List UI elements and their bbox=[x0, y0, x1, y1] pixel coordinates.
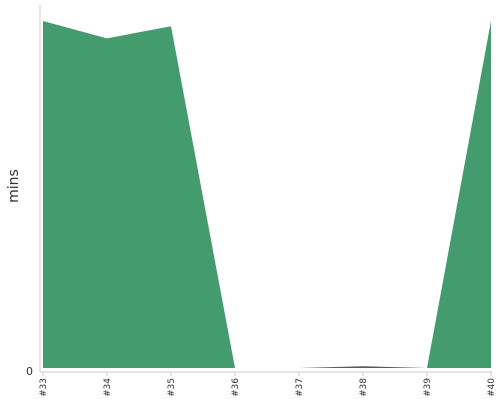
x-tick-label: #34 bbox=[103, 378, 113, 397]
x-tick-label: #33 bbox=[39, 378, 49, 397]
series-areas bbox=[43, 21, 491, 368]
x-tick-label: #39 bbox=[423, 378, 433, 397]
x-tick-label: #36 bbox=[231, 378, 241, 397]
x-tick-label: #37 bbox=[295, 378, 305, 397]
x-tick-label: #40 bbox=[487, 378, 497, 397]
x-tick-label: #35 bbox=[167, 378, 177, 397]
y-axis-label: mins bbox=[6, 169, 22, 203]
x-tick-label: #38 bbox=[359, 378, 369, 397]
y-tick-label: 0 bbox=[26, 365, 33, 378]
series-area-1 bbox=[43, 21, 491, 368]
x-ticks: #33 #34 #35 #36 #37 #38 #39 #40 bbox=[39, 372, 497, 397]
